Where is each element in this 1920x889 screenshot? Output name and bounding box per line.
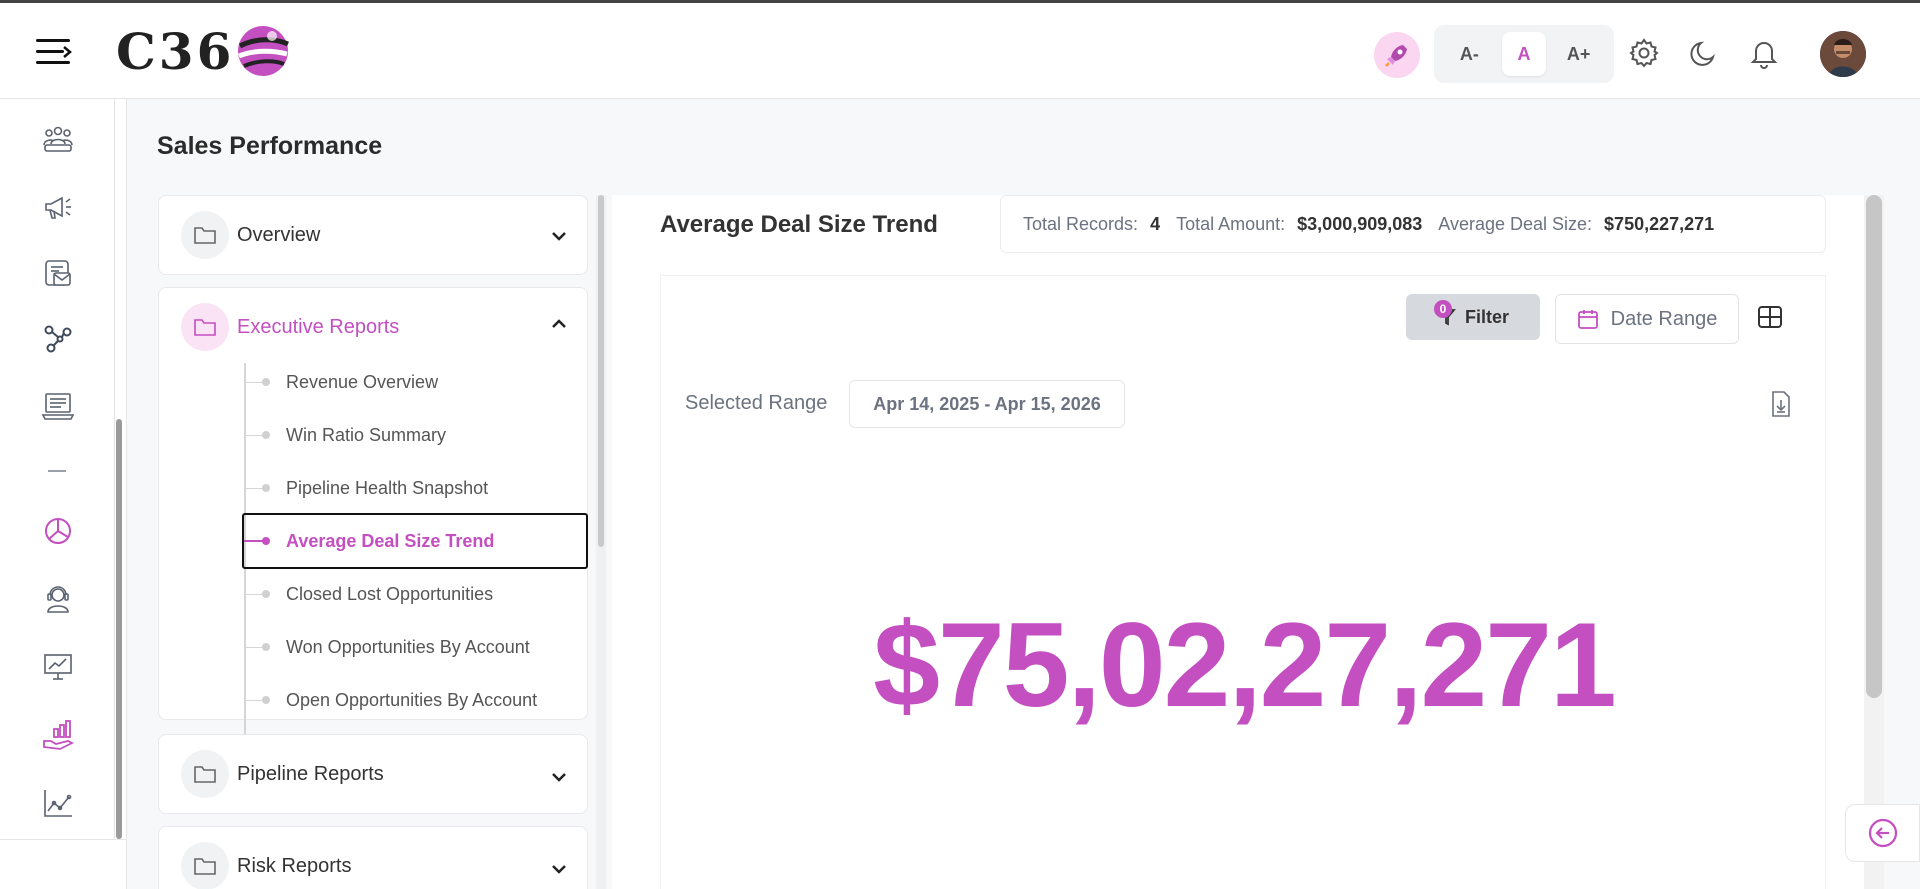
report-title: Average Deal Size Trend xyxy=(660,211,938,238)
nav-item-revenue-overview[interactable]: Revenue Overview xyxy=(244,356,587,408)
chevron-down-icon[interactable] xyxy=(547,224,571,248)
menu-toggle-icon[interactable] xyxy=(36,37,72,67)
total-records-value: 4 xyxy=(1150,213,1161,234)
nav-item-won-opportunities-by-account[interactable]: Won Opportunities By Account xyxy=(244,621,587,673)
app-logo[interactable]: C36 xyxy=(116,21,290,81)
nav-item-closed-lost-opportunities[interactable]: Closed Lost Opportunities xyxy=(244,568,587,620)
user-avatar[interactable] xyxy=(1820,31,1866,77)
folder-icon xyxy=(181,211,229,259)
network-icon[interactable] xyxy=(40,321,76,357)
computer-icon[interactable] xyxy=(40,389,76,425)
nav-section-pipeline-reports[interactable]: Pipeline Reports xyxy=(158,734,588,814)
font-size-controls: A- A A+ xyxy=(1434,25,1614,83)
folder-icon xyxy=(181,303,229,351)
chevron-down-icon[interactable] xyxy=(547,765,571,789)
tree-connector xyxy=(244,363,246,747)
logo-text: C36 xyxy=(116,21,235,81)
gear-icon[interactable] xyxy=(1624,33,1664,73)
notification-bell-icon[interactable] xyxy=(1744,33,1784,73)
report-main: Average Deal Size Trend Total Records: 4… xyxy=(612,195,1870,889)
nav-section-label: Risk Reports xyxy=(237,855,352,877)
left-rail xyxy=(0,99,127,889)
font-increase-button[interactable]: A+ xyxy=(1566,43,1591,64)
selected-range-label: Selected Range xyxy=(685,392,828,414)
mail-stack-icon[interactable] xyxy=(40,255,76,291)
dash-icon xyxy=(40,453,76,489)
rail-scroll-track xyxy=(114,99,115,839)
filter-button[interactable]: 0 Filter xyxy=(1406,294,1540,340)
folder-icon xyxy=(181,842,229,889)
rail-scrollbar[interactable] xyxy=(116,419,122,839)
support-agent-icon[interactable] xyxy=(40,581,76,617)
page-title: Sales Performance xyxy=(157,132,383,160)
hand-chart-icon[interactable] xyxy=(40,717,76,753)
collapse-back-button[interactable] xyxy=(1845,804,1920,862)
team-icon[interactable] xyxy=(40,121,76,157)
nav-section-risk-reports[interactable]: Risk Reports xyxy=(158,826,588,889)
nav-section-overview[interactable]: Overview xyxy=(158,195,588,275)
layout-grid-icon[interactable] xyxy=(1753,300,1787,334)
average-deal-size-kpi: $75,02,27,271 xyxy=(873,598,1616,732)
line-chart-icon[interactable] xyxy=(40,785,76,821)
nav-item-open-opportunities-by-account[interactable]: Open Opportunities By Account xyxy=(244,674,587,726)
megaphone-icon[interactable] xyxy=(40,189,76,225)
total-records-label: Total Records: xyxy=(1023,213,1139,234)
nav-section-executive-reports: Executive Reports Revenue Overview Win R… xyxy=(158,287,588,747)
selected-range-value: Apr 14, 2025 - Apr 15, 2026 xyxy=(849,380,1125,428)
arrow-left-circle-icon xyxy=(1868,818,1897,848)
total-amount-value: $3,000,909,083 xyxy=(1297,213,1423,234)
calendar-icon xyxy=(1577,310,1598,329)
nav-section-label[interactable]: Executive Reports xyxy=(237,316,400,338)
rail-divider xyxy=(0,839,127,840)
chevron-down-icon[interactable] xyxy=(547,857,571,881)
export-document-icon[interactable] xyxy=(1769,390,1793,418)
dark-mode-moon-icon[interactable] xyxy=(1684,33,1724,73)
logo-globe-icon xyxy=(238,26,290,76)
rocket-icon[interactable] xyxy=(1374,32,1420,78)
avg-deal-size-label: Average Deal Size: xyxy=(1438,213,1593,234)
report-nav-panel: Overview Executive Reports Revenue Overv… xyxy=(158,195,588,889)
avg-deal-size-value: $750,227,271 xyxy=(1604,213,1715,234)
nav-item-pipeline-health-snapshot[interactable]: Pipeline Health Snapshot xyxy=(244,462,587,514)
report-body: 0 Filter Date Range Selected Range Apr 1… xyxy=(660,275,1826,889)
pie-chart-icon[interactable] xyxy=(40,513,76,549)
chevron-up-icon[interactable] xyxy=(547,312,571,336)
nav-section-label: Overview xyxy=(237,224,321,246)
nav-item-win-ratio-summary[interactable]: Win Ratio Summary xyxy=(244,409,587,461)
total-amount-label: Total Amount: xyxy=(1176,213,1286,234)
filter-label: Filter xyxy=(1464,306,1509,327)
report-stats-bar: Total Records: 4 Total Amount: $3,000,90… xyxy=(1000,195,1826,253)
nav-scrollbar[interactable] xyxy=(598,195,604,547)
nav-section-label: Pipeline Reports xyxy=(237,763,384,785)
presentation-chart-icon[interactable] xyxy=(40,649,76,685)
date-range-button[interactable]: Date Range xyxy=(1555,294,1739,344)
nav-item-average-deal-size-trend[interactable]: Average Deal Size Trend xyxy=(242,513,588,569)
font-default-button[interactable]: A xyxy=(1501,32,1546,76)
date-range-label: Date Range xyxy=(1610,307,1718,330)
filter-count-badge: 0 xyxy=(1434,300,1452,318)
top-bar: C36 A- A A+ xyxy=(0,0,1920,99)
main-scrollbar[interactable] xyxy=(1866,195,1882,698)
folder-icon xyxy=(181,750,229,798)
font-decrease-button[interactable]: A- xyxy=(1459,43,1479,64)
